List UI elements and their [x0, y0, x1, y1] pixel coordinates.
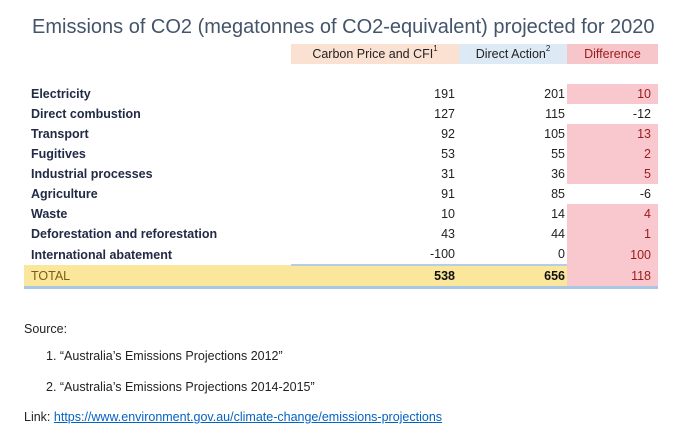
row-direct-action: 14: [551, 207, 565, 221]
header-direct-action: Direct Action2: [459, 44, 567, 64]
row-label: Fugitives: [31, 147, 86, 161]
row-label: International abatement: [31, 247, 172, 262]
row-difference: 13: [567, 124, 658, 144]
table-spacer-row: [24, 64, 658, 84]
row-difference: 2: [567, 144, 658, 164]
table-row: Electricity 191 201 10: [24, 84, 658, 104]
row-carbon-price: 191: [434, 87, 455, 101]
total-carbon-price: 538: [291, 264, 459, 289]
row-difference: 10: [567, 84, 658, 104]
row-label: Waste: [31, 207, 68, 221]
table-row: Deforestation and reforestation 43 44 1: [24, 224, 658, 244]
table-row: Industrial processes 31 36 5: [24, 164, 658, 184]
row-label: Deforestation and reforestation: [31, 227, 218, 241]
row-carbon-price: 127: [434, 107, 455, 121]
header-blank-cell: [24, 44, 291, 64]
row-carbon-price: 92: [441, 127, 455, 141]
header-carbon-price-label: Carbon Price and CFI: [312, 47, 434, 61]
row-direct-action: 0: [558, 247, 565, 261]
reference-item-1: 1. “Australia’s Emissions Projections 20…: [46, 349, 283, 363]
link-line: Link: https://www.environment.gov.au/cli…: [24, 410, 442, 424]
row-label: Transport: [31, 127, 89, 141]
row-difference: 5: [567, 164, 658, 184]
table-row: Fugitives 53 55 2: [24, 144, 658, 164]
row-difference: 4: [567, 204, 658, 224]
row-carbon-price: 53: [441, 147, 455, 161]
row-difference: -6: [639, 187, 651, 201]
row-label: Agriculture: [31, 187, 98, 201]
row-carbon-price: -100: [429, 247, 455, 261]
emissions-projections-link[interactable]: https://www.environment.gov.au/climate-c…: [53, 410, 443, 424]
row-direct-action: 201: [544, 87, 565, 101]
row-carbon-price: 91: [441, 187, 455, 201]
row-label: Electricity: [31, 87, 91, 101]
row-carbon-price: 31: [441, 167, 455, 181]
row-label: Industrial processes: [31, 167, 153, 181]
table-row: Direct combustion 127 115 -12: [24, 104, 658, 124]
header-carbon-price: Carbon Price and CFI1: [291, 44, 459, 64]
row-difference: 100: [567, 244, 658, 265]
table-header-row: Carbon Price and CFI1 Direct Action2 Dif…: [24, 44, 658, 64]
row-direct-action: 44: [551, 227, 565, 241]
header-direct-action-label: Direct Action: [475, 47, 546, 61]
link-label: Link:: [24, 410, 54, 424]
page-title: Emissions of CO2 (megatonnes of CO2-equi…: [32, 16, 655, 38]
row-direct-action: 55: [551, 147, 565, 161]
row-direct-action: 105: [544, 127, 565, 141]
row-direct-action: 115: [545, 107, 565, 121]
source-label: Source:: [24, 322, 68, 336]
table-row: International abatement -100 0 100: [24, 244, 658, 265]
row-carbon-price: 43: [441, 227, 455, 241]
total-row: TOTAL 538 656 118: [24, 264, 658, 289]
table-row: Transport 92 105 13: [24, 124, 658, 144]
total-difference: 118: [567, 265, 658, 289]
emissions-table: Carbon Price and CFI1 Direct Action2 Dif…: [24, 44, 658, 289]
row-difference: -12: [632, 107, 651, 121]
header-direct-action-footnote: 2: [545, 44, 551, 53]
header-difference: Difference: [567, 44, 658, 64]
total-label: TOTAL: [24, 265, 291, 289]
total-direct-action: 656: [459, 264, 567, 289]
row-direct-action: 85: [551, 187, 565, 201]
table-row: Waste 10 14 4: [24, 204, 658, 224]
row-direct-action: 36: [551, 167, 565, 181]
table-body: Electricity 191 201 10 Direct combustion 127 1…: [24, 84, 658, 265]
row-difference: 1: [567, 224, 658, 244]
table-row: Agriculture 91 85 -6: [24, 184, 658, 204]
row-label: Direct combustion: [31, 107, 141, 121]
reference-item-2: 2. “Australia’s Emissions Projections 20…: [46, 380, 315, 394]
header-carbon-price-footnote: 1: [433, 44, 438, 53]
row-carbon-price: 10: [441, 207, 455, 221]
